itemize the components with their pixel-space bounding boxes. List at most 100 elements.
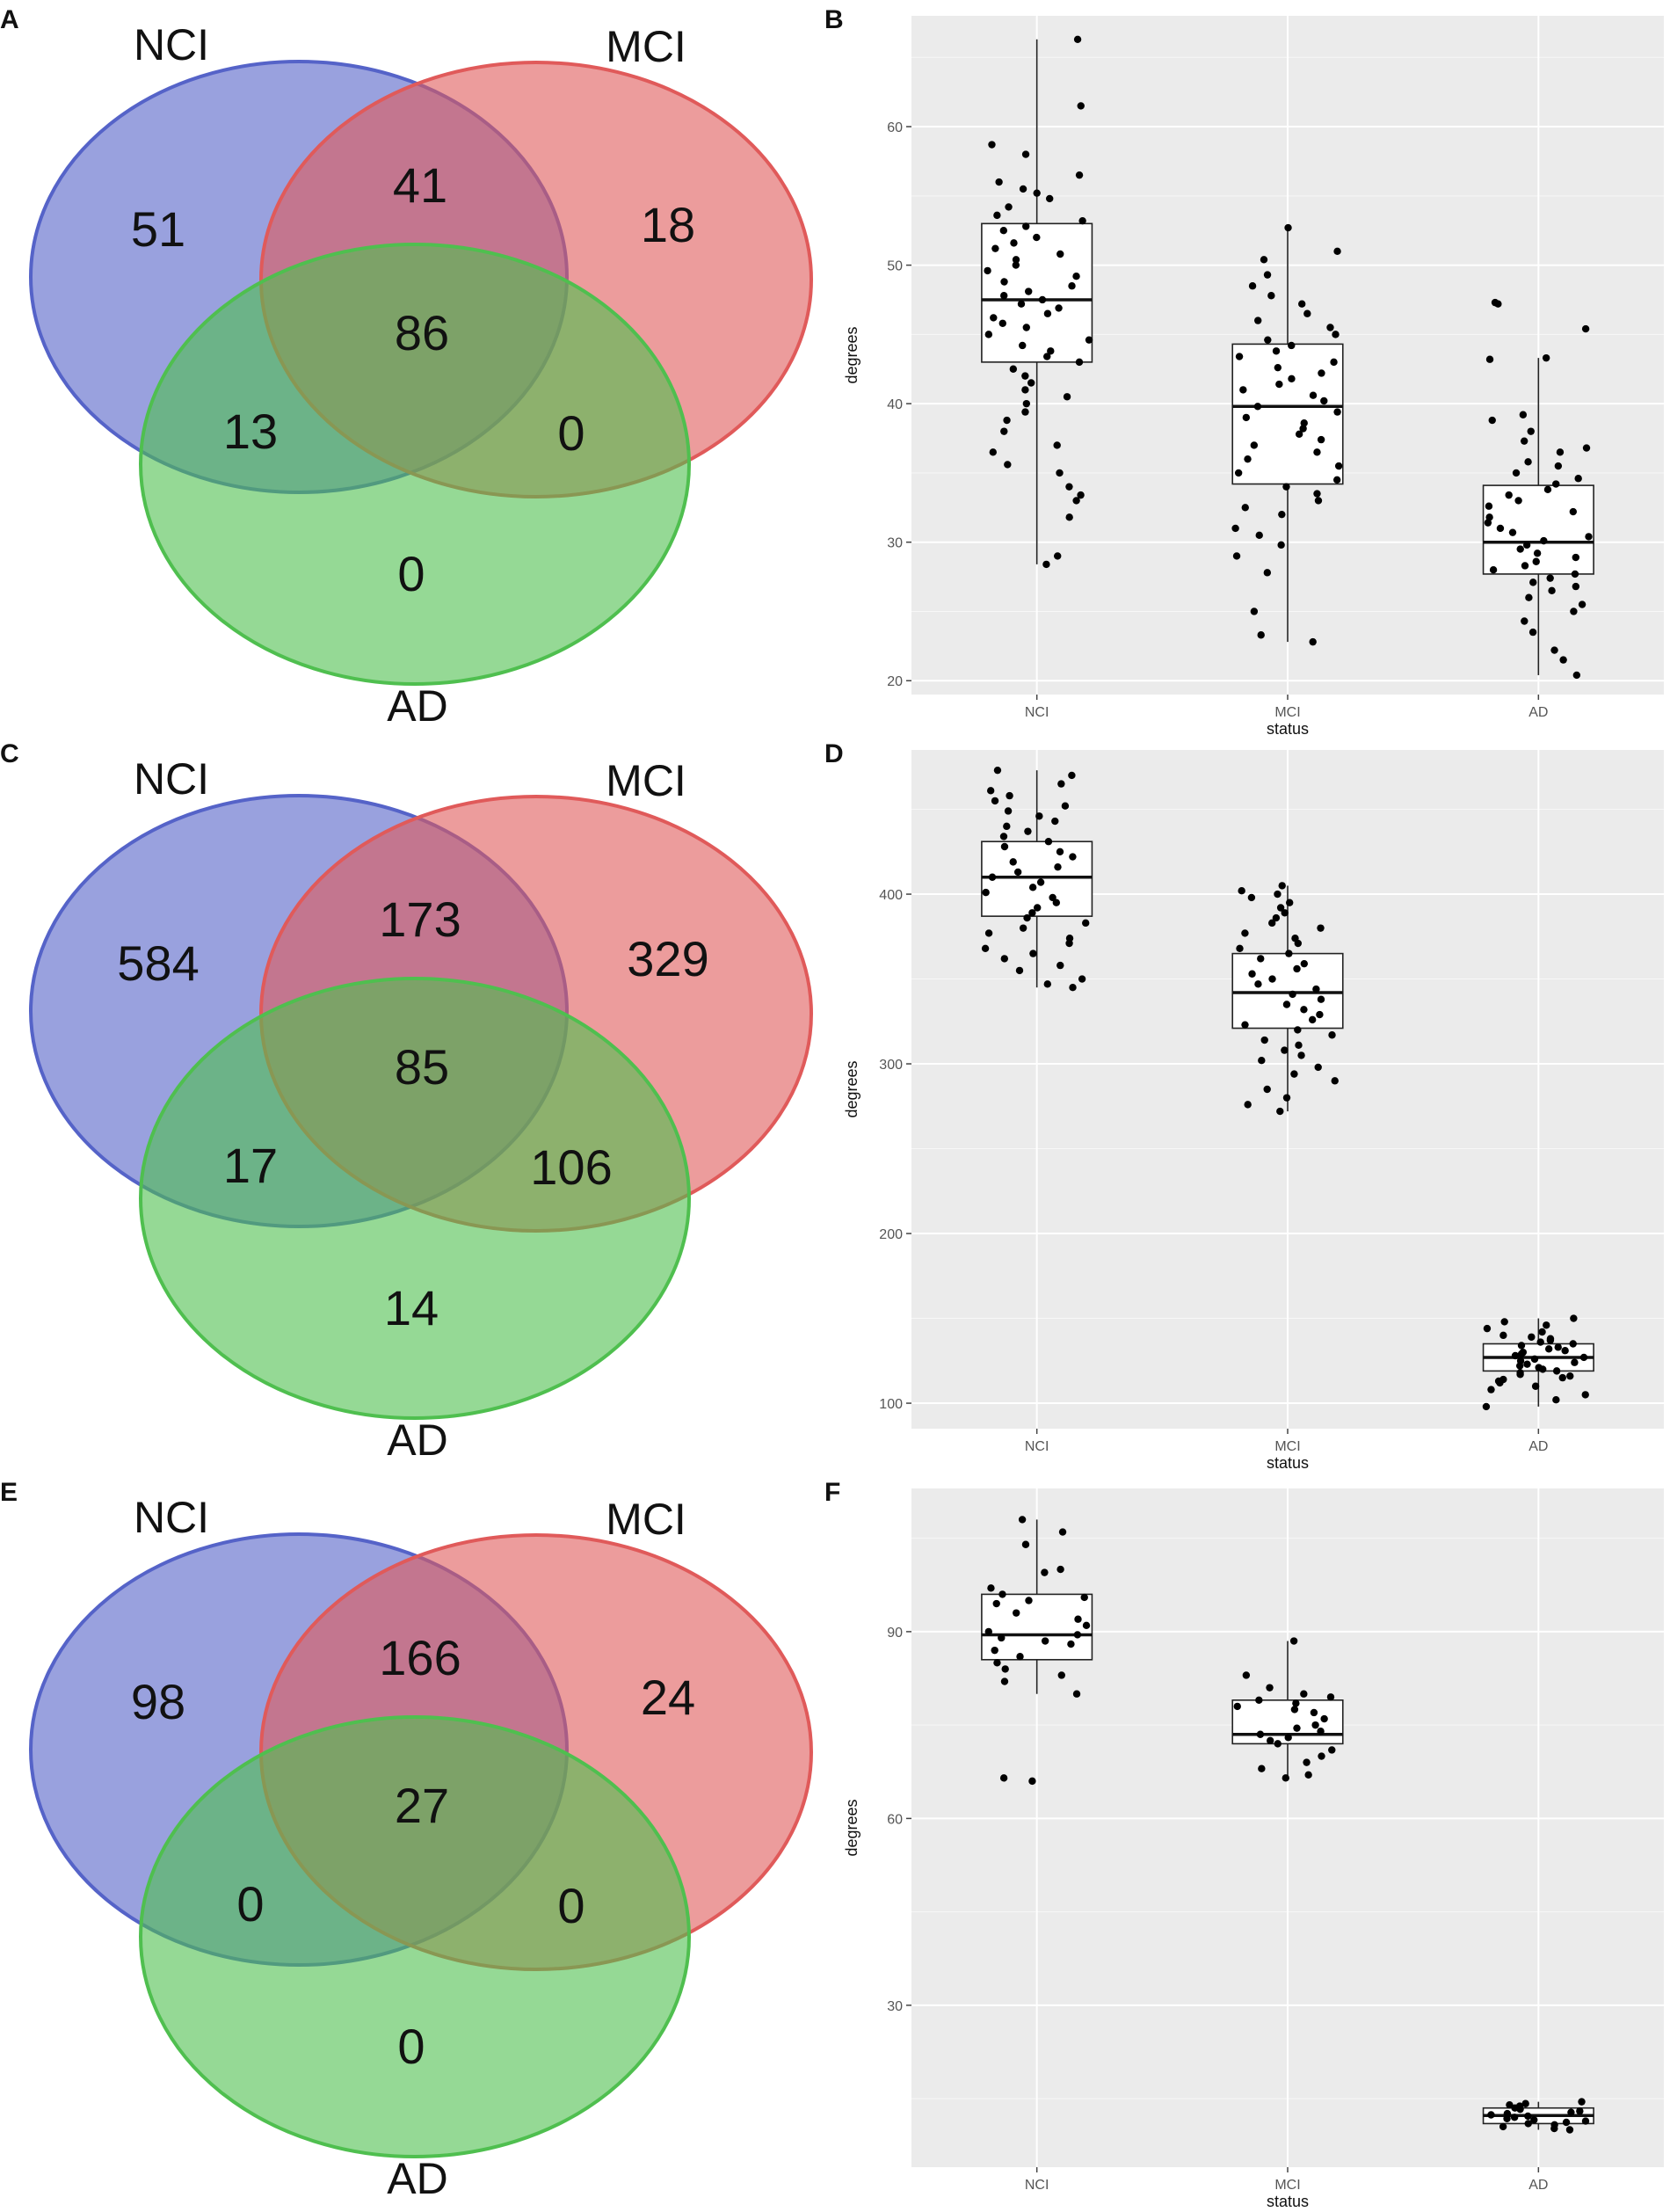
data-point-ad — [1567, 2108, 1575, 2116]
data-point-ad — [1485, 502, 1493, 510]
data-point-ad — [1520, 437, 1528, 445]
y-tick-label: 60 — [887, 1812, 903, 1827]
data-point-nci — [1033, 233, 1041, 242]
data-point-mci — [1285, 950, 1293, 957]
data-point-ad — [1558, 1373, 1566, 1382]
venn-count-mci-ad: 0 — [557, 1878, 584, 1933]
data-point-ad — [1515, 1362, 1524, 1370]
data-point-nci — [1051, 817, 1059, 826]
data-point-nci — [984, 929, 993, 937]
data-point-nci — [1082, 919, 1090, 928]
data-point-mci — [1311, 1721, 1319, 1729]
data-point-mci — [1289, 990, 1296, 999]
data-point-nci — [999, 227, 1008, 235]
data-point-nci — [1065, 483, 1073, 491]
x-axis-title: status — [1267, 2193, 1309, 2210]
x-tick-label-nci: NCI — [1025, 2178, 1049, 2193]
data-point-mci — [1294, 1026, 1302, 1034]
data-point-mci — [1303, 309, 1311, 317]
data-point-nci — [999, 1774, 1008, 1782]
data-point-mci — [1308, 1015, 1317, 1024]
data-point-nci — [1073, 1631, 1082, 1639]
data-point-ad — [1544, 1345, 1553, 1353]
data-point-nci — [1017, 300, 1026, 308]
data-point-nci — [1043, 980, 1051, 988]
data-point-ad — [1538, 1328, 1546, 1336]
data-point-nci — [1000, 1677, 1009, 1685]
data-point-mci — [1277, 541, 1285, 549]
data-point-nci — [1056, 961, 1064, 970]
data-point-nci — [1003, 416, 1011, 425]
data-point-mci — [1263, 271, 1272, 279]
data-point-ad — [1489, 566, 1498, 574]
data-point-nci — [1069, 984, 1077, 992]
data-point-ad — [1546, 1336, 1555, 1344]
x-axis-title: status — [1267, 720, 1309, 738]
y-tick-label: 40 — [887, 397, 903, 412]
data-point-ad — [1570, 608, 1578, 615]
venn-count-mci-ad: 106 — [530, 1139, 612, 1195]
data-point-nci — [1077, 102, 1085, 110]
data-point-nci — [998, 1590, 1006, 1598]
y-tick-label: 30 — [887, 536, 903, 551]
data-point-mci — [1294, 939, 1303, 948]
set-label-nci: NCI — [134, 1493, 209, 1542]
y-axis-title: degrees — [843, 326, 860, 383]
data-point-ad — [1533, 549, 1542, 557]
data-point-ad — [1484, 519, 1492, 527]
data-point-nci — [993, 1659, 1001, 1667]
y-tick-label: 30 — [887, 1999, 903, 2014]
data-point-nci — [1041, 1637, 1049, 1645]
data-point-mci — [1317, 995, 1325, 1003]
data-point-nci — [1068, 282, 1076, 290]
data-point-mci — [1274, 890, 1282, 899]
x-tick-label-nci: NCI — [1025, 1439, 1049, 1454]
venn-count-mci-only: 18 — [641, 197, 695, 252]
circle-ad-A — [139, 243, 691, 686]
data-point-nci — [1021, 150, 1030, 158]
data-point-ad — [1566, 1372, 1574, 1380]
data-point-nci — [1056, 1565, 1064, 1574]
data-point-ad — [1511, 1351, 1520, 1360]
data-point-mci — [1317, 435, 1325, 444]
data-point-nci — [1022, 399, 1031, 408]
data-point-mci — [1250, 441, 1259, 449]
data-point-ad — [1585, 533, 1593, 541]
data-point-ad — [1522, 541, 1531, 549]
x-axis-title: status — [1267, 1454, 1309, 1472]
data-point-mci — [1288, 341, 1296, 350]
data-point-nci — [999, 833, 1008, 840]
data-point-ad — [1530, 1355, 1539, 1364]
set-label-mci: MCI — [606, 756, 686, 805]
data-point-mci — [1281, 1046, 1289, 1054]
venn-count-mci-ad: 0 — [557, 405, 584, 461]
data-point-ad — [1554, 1343, 1562, 1351]
data-point-nci — [1072, 497, 1080, 505]
data-point-nci — [1046, 194, 1054, 203]
data-point-ad — [1532, 557, 1540, 565]
data-point-mci — [1303, 1758, 1311, 1766]
data-point-nci — [1044, 838, 1053, 846]
panel-letter-F: F — [824, 1478, 840, 1507]
data-point-nci — [1015, 966, 1024, 975]
y-tick-label: 20 — [887, 674, 903, 689]
data-point-ad — [1571, 570, 1579, 578]
data-point-nci — [1024, 827, 1032, 835]
data-point-nci — [1075, 358, 1084, 367]
set-label-mci: MCI — [606, 22, 686, 71]
data-point-mci — [1241, 929, 1249, 937]
data-point-ad — [1482, 1402, 1491, 1411]
data-point-nci — [1028, 1777, 1036, 1786]
data-point-mci — [1326, 1693, 1335, 1701]
data-point-nci — [1003, 822, 1011, 831]
data-point-mci — [1334, 462, 1343, 470]
data-point-mci — [1266, 1684, 1274, 1692]
data-point-ad — [1576, 2107, 1584, 2115]
data-point-ad — [1503, 2114, 1511, 2122]
data-point-ad — [1514, 497, 1522, 505]
data-point-nci — [1043, 353, 1051, 360]
data-point-nci — [1042, 560, 1050, 569]
data-point-mci — [1289, 1637, 1298, 1645]
box-mci — [1231, 343, 1344, 485]
data-point-nci — [1019, 924, 1027, 932]
